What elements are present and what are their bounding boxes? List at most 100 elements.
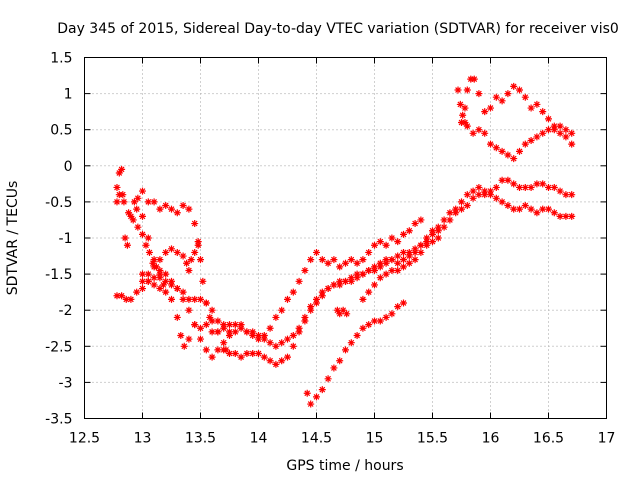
data-point — [347, 256, 355, 264]
data-point — [342, 277, 349, 285]
data-point — [129, 216, 137, 224]
data-point — [487, 104, 494, 112]
data-point — [289, 342, 297, 350]
data-point — [481, 129, 489, 137]
x-tick-label: 12.5 — [69, 431, 100, 447]
x-tick-label: 15 — [366, 431, 384, 447]
y-tick-label: 1.5 — [50, 51, 72, 67]
data-point — [469, 129, 477, 137]
y-tick-label: -1 — [59, 231, 73, 247]
data-point — [324, 285, 332, 293]
data-point — [330, 281, 338, 289]
data-point — [168, 277, 175, 285]
data-point — [429, 230, 436, 238]
data-point — [487, 191, 494, 199]
data-point — [405, 259, 413, 267]
data-point — [469, 187, 477, 195]
y-tick-label: 1 — [64, 87, 73, 103]
data-point — [371, 266, 378, 274]
data-point — [353, 259, 361, 267]
data-point — [180, 342, 188, 350]
data-point — [459, 111, 467, 119]
data-point — [411, 245, 419, 253]
data-point — [130, 198, 138, 206]
data-point — [411, 256, 419, 264]
data-point — [359, 324, 367, 332]
x-tick-label: 13 — [134, 431, 152, 447]
data-point — [550, 122, 558, 130]
data-point — [127, 295, 135, 303]
data-point — [481, 191, 489, 199]
data-point — [237, 321, 245, 329]
data-point — [333, 306, 341, 314]
series-s3 — [133, 176, 576, 350]
data-point — [504, 151, 512, 159]
data-point — [115, 169, 123, 177]
data-point — [284, 335, 291, 343]
data-point — [150, 274, 158, 282]
data-point — [162, 288, 170, 296]
data-point — [440, 223, 448, 231]
data-point — [318, 256, 326, 264]
data-point — [289, 288, 297, 296]
data-point — [168, 281, 175, 289]
data-point — [353, 270, 361, 278]
data-point — [353, 331, 361, 339]
data-point — [278, 339, 286, 347]
data-point — [125, 209, 133, 217]
data-point — [463, 86, 471, 94]
data-point — [156, 256, 164, 264]
data-point — [173, 285, 181, 293]
gridlines — [84, 57, 607, 419]
data-point — [301, 317, 309, 325]
data-point — [516, 147, 523, 155]
data-point — [156, 205, 164, 213]
data-point — [260, 353, 268, 361]
data-point — [231, 328, 239, 336]
data-point — [550, 209, 558, 217]
data-point — [134, 194, 142, 202]
data-point — [411, 248, 419, 256]
data-point — [115, 191, 123, 199]
data-point — [162, 248, 170, 256]
data-point — [429, 238, 436, 246]
data-point — [456, 100, 464, 108]
data-point — [179, 252, 187, 260]
data-point — [162, 202, 170, 210]
data-point — [521, 140, 529, 148]
x-tick-label: 13.5 — [185, 431, 216, 447]
data-point — [454, 86, 462, 94]
data-point — [139, 270, 146, 278]
data-point — [149, 259, 157, 267]
data-point — [249, 328, 257, 336]
data-point — [220, 324, 228, 332]
data-point — [550, 126, 558, 134]
data-point — [405, 227, 413, 235]
data-point — [539, 205, 547, 213]
data-point — [527, 137, 535, 145]
data-point — [388, 266, 396, 274]
data-point — [173, 313, 181, 321]
data-point — [469, 194, 477, 202]
data-point — [194, 238, 202, 246]
data-point — [156, 266, 164, 274]
data-point — [394, 238, 402, 246]
series-s8 — [333, 306, 351, 318]
data-point — [202, 299, 210, 307]
data-point — [458, 118, 465, 126]
data-point — [295, 324, 303, 332]
data-point — [208, 328, 216, 336]
x-tick-label: 14 — [250, 431, 268, 447]
y-tick-label: -2 — [59, 303, 73, 319]
data-point — [440, 216, 448, 224]
data-point — [394, 266, 402, 274]
data-point — [185, 266, 193, 274]
data-point — [324, 375, 332, 383]
data-point — [365, 266, 373, 274]
series-s5 — [139, 238, 202, 285]
y-axis-label: SDTVAR / TECUs — [5, 181, 21, 296]
data-point — [191, 321, 199, 329]
data-point — [260, 331, 268, 339]
data-point — [187, 256, 195, 264]
